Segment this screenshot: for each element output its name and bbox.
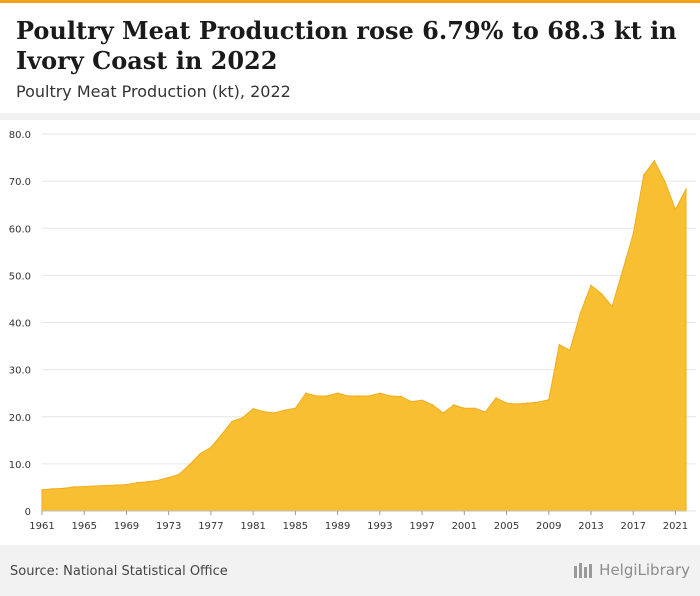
data-point xyxy=(547,398,550,401)
y-tick-label: 10.0 xyxy=(9,460,31,471)
data-point xyxy=(505,402,508,404)
y-tick-label: 20.0 xyxy=(9,413,31,424)
data-point xyxy=(537,401,539,403)
data-point xyxy=(178,473,181,476)
library-building-icon xyxy=(574,563,593,578)
x-tick-label: 2009 xyxy=(536,521,561,532)
data-point xyxy=(199,452,202,455)
data-point xyxy=(484,411,487,413)
chart-subtitle: Poultry Meat Production (kt), 2022 xyxy=(16,82,291,101)
data-point xyxy=(600,292,603,295)
data-point xyxy=(220,433,223,436)
data-point xyxy=(632,233,635,235)
x-tick-label: 1969 xyxy=(114,521,139,532)
y-tick-label: 50.0 xyxy=(9,271,31,282)
data-point xyxy=(136,481,138,484)
x-tick-label: 2021 xyxy=(663,521,688,532)
data-point xyxy=(93,485,96,487)
data-point xyxy=(674,208,677,211)
data-point xyxy=(664,180,666,183)
data-point xyxy=(357,395,360,397)
data-point xyxy=(305,392,307,394)
chart-header: Poultry Meat Production rose 6.79% to 68… xyxy=(0,3,700,113)
x-tick-label: 1981 xyxy=(240,521,265,532)
data-point xyxy=(326,395,328,397)
data-point xyxy=(685,188,687,190)
data-point xyxy=(104,484,107,487)
accent-top-bar xyxy=(0,0,700,3)
x-tick-label: 1997 xyxy=(409,521,434,532)
data-point xyxy=(526,402,529,404)
data-point xyxy=(125,483,128,486)
x-tick-label: 1973 xyxy=(156,521,181,532)
data-point xyxy=(189,463,191,466)
data-point xyxy=(262,410,265,413)
data-point xyxy=(41,488,43,491)
data-point xyxy=(642,174,645,176)
x-tick-label: 2017 xyxy=(620,521,645,532)
y-tick-label: 70.0 xyxy=(9,177,31,188)
x-tick-label: 1989 xyxy=(325,521,350,532)
data-point xyxy=(442,412,444,414)
data-point xyxy=(431,404,434,406)
x-tick-label: 1961 xyxy=(29,521,54,532)
data-point xyxy=(516,403,518,405)
data-point xyxy=(273,412,276,414)
data-point xyxy=(653,160,656,162)
data-point xyxy=(72,486,75,488)
y-tick-label: 80.0 xyxy=(9,130,31,141)
data-point xyxy=(569,349,571,352)
y-tick-label: 30.0 xyxy=(9,366,31,377)
data-point xyxy=(315,395,318,397)
x-tick-label: 1977 xyxy=(198,521,223,532)
data-point xyxy=(146,480,149,483)
data-point xyxy=(621,269,624,272)
data-point xyxy=(474,407,476,410)
data-point xyxy=(452,404,455,406)
data-point xyxy=(410,400,413,403)
data-point xyxy=(294,407,297,410)
data-point xyxy=(241,416,244,419)
area-chart: 0 10.0 20.0 30.0 40.0 50.0 60.0 70.0 80.0 1961 196… xyxy=(9,130,696,532)
data-point xyxy=(157,479,159,482)
production-area-series xyxy=(41,159,687,512)
x-tick-label: 1993 xyxy=(367,521,392,532)
data-point xyxy=(83,485,86,488)
data-point xyxy=(463,407,466,410)
y-tick-label: 60.0 xyxy=(9,224,31,235)
x-tick-label: 2001 xyxy=(452,521,477,532)
data-point xyxy=(167,476,170,479)
data-point xyxy=(495,397,497,399)
data-point xyxy=(62,487,64,490)
data-point xyxy=(347,395,349,397)
source-note: Source: National Statistical Office xyxy=(10,564,228,579)
x-tick-label: 2013 xyxy=(578,521,603,532)
data-point xyxy=(590,284,592,287)
data-point xyxy=(51,488,54,490)
data-point xyxy=(115,484,117,486)
data-point xyxy=(368,395,371,397)
x-tick-label: 2005 xyxy=(494,521,519,532)
y-tick-label: 40.0 xyxy=(9,319,31,330)
chart-panel: 0 10.0 20.0 30.0 40.0 50.0 60.0 70.0 80.0 1961 196… xyxy=(0,120,700,545)
data-point xyxy=(210,446,212,449)
x-tick-label: 1985 xyxy=(283,521,308,532)
data-point xyxy=(389,395,392,397)
helgi-library-logo[interactable]: HelgiLibrary xyxy=(573,561,690,579)
x-tick-label: 1965 xyxy=(72,521,97,532)
data-point xyxy=(336,392,339,394)
data-point xyxy=(558,343,561,346)
data-point xyxy=(252,407,254,410)
data-point xyxy=(579,312,582,314)
data-point xyxy=(379,392,381,394)
chart-title: Poultry Meat Production rose 6.79% to 68… xyxy=(16,16,677,75)
logo-text: HelgiLibrary xyxy=(599,561,690,579)
data-point xyxy=(421,399,423,402)
y-tick-label: 0 xyxy=(25,507,31,518)
data-point xyxy=(231,420,233,423)
data-point xyxy=(400,395,402,398)
data-point xyxy=(284,409,286,411)
data-point xyxy=(611,305,613,308)
